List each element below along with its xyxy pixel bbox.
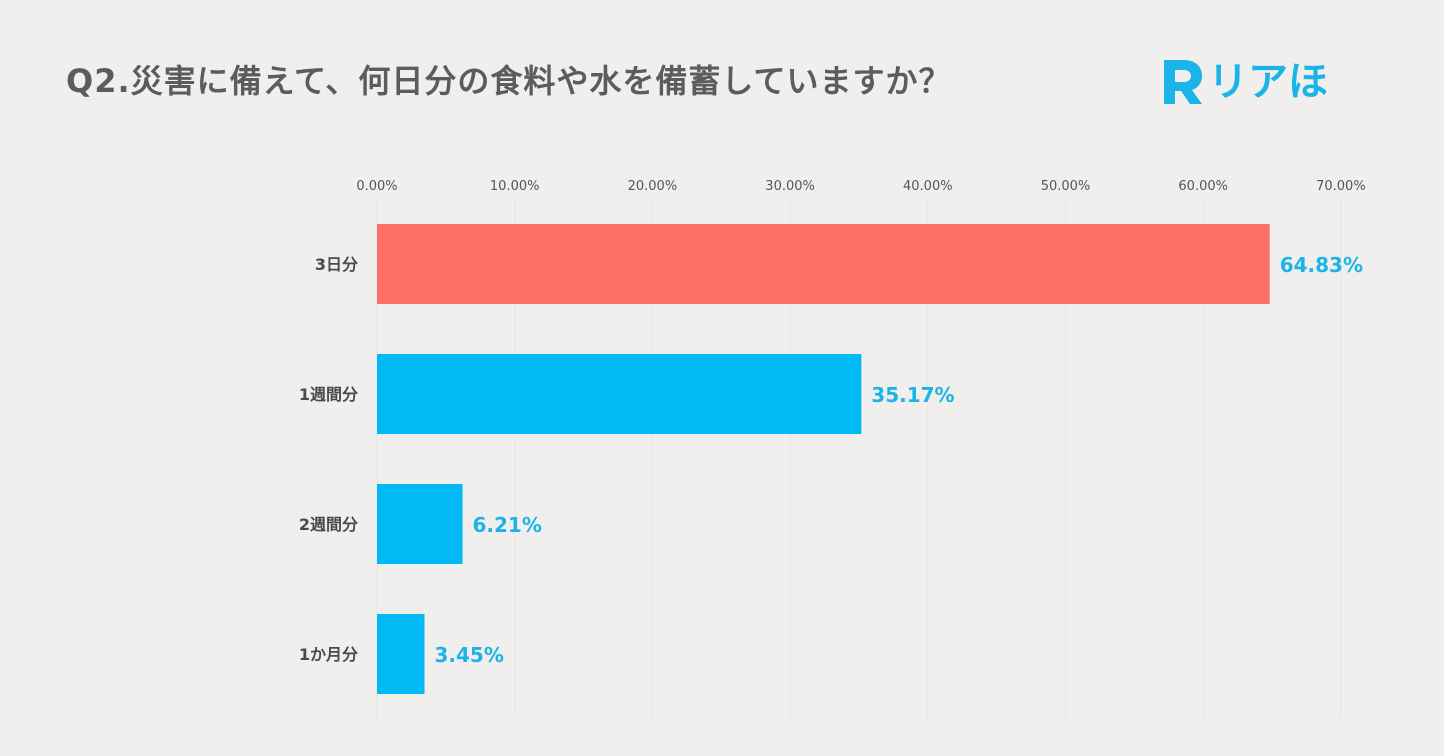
data-label: 6.21%	[473, 513, 542, 537]
bar	[377, 484, 463, 564]
category-label: 1週間分	[299, 385, 358, 404]
category-label: 1か月分	[299, 645, 358, 664]
bar	[377, 354, 862, 434]
brand-logo: リアほ	[1158, 56, 1328, 108]
bar	[377, 614, 425, 694]
chart-title: Q2.災害に備えて、何日分の食料や水を備蓄していますか？	[66, 62, 952, 100]
x-tick-label: 40.00%	[903, 179, 953, 194]
x-tick-label: 0.00%	[356, 179, 397, 194]
x-tick-label: 10.00%	[490, 179, 540, 194]
x-tick-label: 60.00%	[1178, 179, 1228, 194]
bar	[377, 224, 1270, 304]
category-label: 3日分	[315, 255, 358, 274]
category-label: 2週間分	[299, 515, 358, 534]
x-tick-label: 30.00%	[765, 179, 815, 194]
x-tick-label: 20.00%	[628, 179, 678, 194]
data-label: 3.45%	[435, 643, 504, 667]
data-label: 64.83%	[1280, 253, 1363, 277]
x-tick-label: 70.00%	[1316, 179, 1366, 194]
logo-r-icon	[1164, 60, 1202, 104]
logo-text: リアほ	[1208, 59, 1328, 105]
x-tick-label: 50.00%	[1041, 179, 1091, 194]
data-label: 35.17%	[871, 383, 954, 407]
